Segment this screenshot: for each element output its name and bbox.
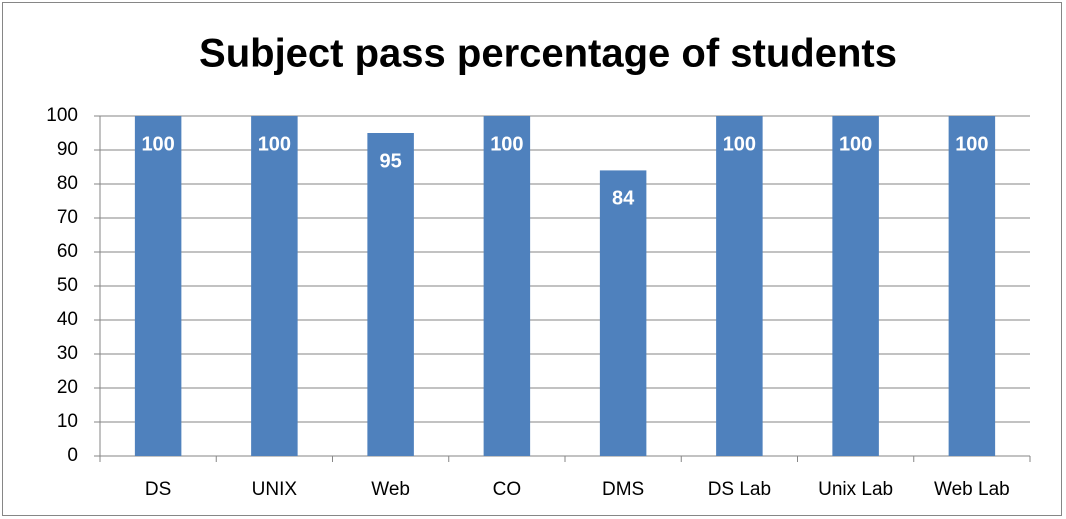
x-tick-label: UNIX <box>252 479 298 500</box>
y-tick-label: 40 <box>57 309 78 330</box>
data-label: 100 <box>839 133 872 155</box>
y-tick-label: 0 <box>67 445 78 466</box>
x-tick-label: Web <box>371 479 410 500</box>
bar <box>948 116 996 456</box>
x-tick-label: Web Lab <box>934 479 1010 500</box>
bar <box>134 116 182 456</box>
x-tick-label: CO <box>493 479 522 500</box>
bar <box>599 170 647 456</box>
x-tick-label: DS Lab <box>708 479 771 500</box>
data-label: 100 <box>955 133 988 155</box>
y-tick-label: 90 <box>57 139 78 160</box>
bar <box>483 116 531 456</box>
y-tick-label: 30 <box>57 343 78 364</box>
y-tick-label: 20 <box>57 377 78 398</box>
x-tick-label: DMS <box>602 479 644 500</box>
y-tick-label: 10 <box>57 411 78 432</box>
bar <box>367 133 414 456</box>
y-tick-label: 100 <box>46 105 78 126</box>
data-label: 84 <box>612 188 635 210</box>
data-label: 95 <box>380 150 402 172</box>
x-tick-label: Unix Lab <box>818 479 893 500</box>
y-tick-label: 70 <box>57 207 78 228</box>
data-label: 100 <box>141 133 174 155</box>
data-label: 100 <box>258 133 291 155</box>
data-label: 100 <box>723 133 756 155</box>
y-tick-label: 50 <box>57 275 78 296</box>
bar <box>716 116 763 456</box>
bar <box>832 116 879 456</box>
y-tick-label: 60 <box>57 241 78 262</box>
chart-title: Subject pass percentage of students <box>199 32 897 76</box>
bar <box>251 116 298 456</box>
data-label: 100 <box>490 133 523 155</box>
x-tick-label: DS <box>145 479 171 500</box>
y-tick-label: 80 <box>57 173 78 194</box>
